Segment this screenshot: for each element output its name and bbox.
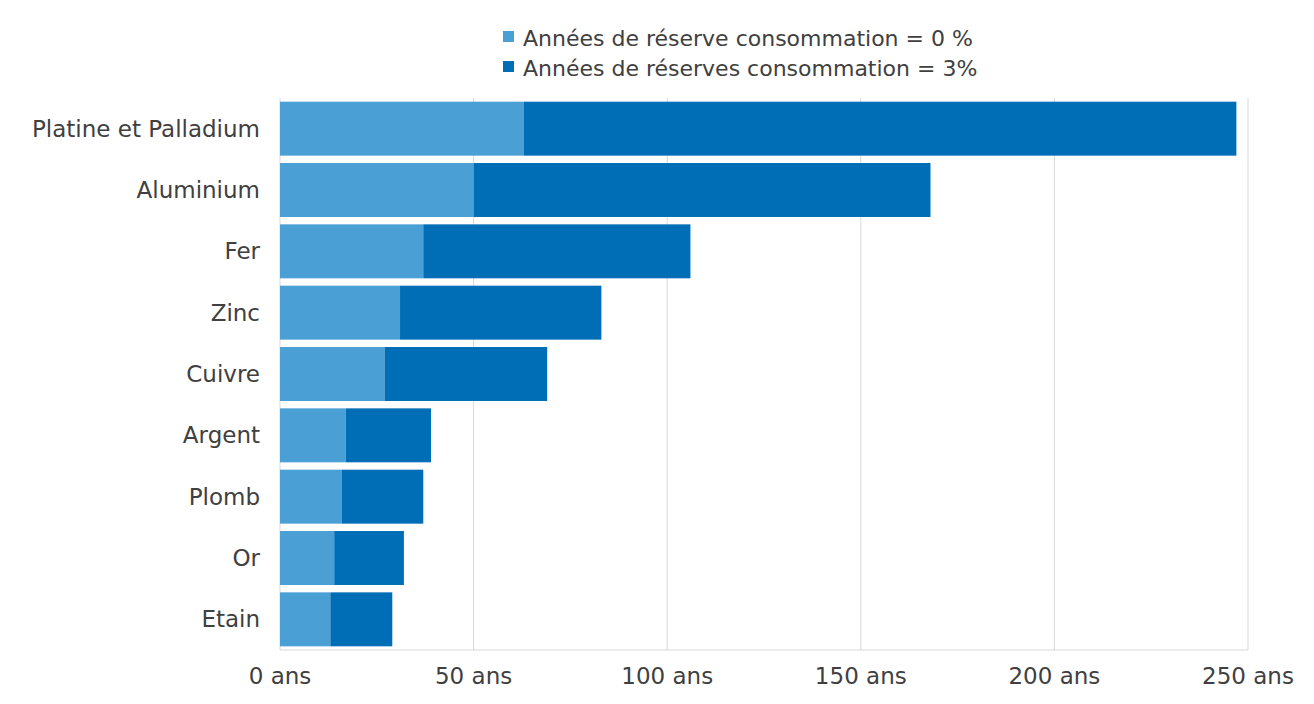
bar [346, 408, 431, 462]
legend: Années de réserve consommation = 0 % Anné… [503, 26, 977, 81]
bar [280, 592, 330, 646]
grid [280, 98, 1248, 650]
bar [400, 286, 601, 340]
bar [330, 592, 392, 646]
bar [334, 531, 404, 585]
grid-line [1248, 98, 1249, 650]
tick-label: 50 ans [435, 663, 512, 689]
tick-label: 250 ans [1202, 663, 1294, 689]
legend-swatch [503, 31, 514, 42]
category-label: Or [232, 545, 260, 571]
category-label: Cuivre [186, 361, 260, 387]
legend-label: Années de réserves consommation = 3% [523, 56, 977, 81]
tick-label: 150 ans [815, 663, 907, 689]
bar [280, 163, 474, 217]
category-label: Etain [201, 606, 260, 632]
bar [280, 531, 334, 585]
bar [524, 102, 1236, 156]
grid-line [1054, 98, 1055, 650]
category-label: Argent [183, 422, 260, 448]
category-label: Aluminium [137, 177, 260, 203]
category-label: Platine et Palladium [32, 116, 260, 142]
axis-line [280, 650, 1248, 651]
chart: 0 ans 50 ans 100 ans 150 ans 200 ans 250 ans P… [0, 0, 1314, 704]
legend-label: Années de réserve consommation = 0 % [523, 26, 973, 51]
bar [280, 408, 346, 462]
tick-label: 100 ans [621, 663, 713, 689]
category-label: Plomb [189, 484, 260, 510]
bar [280, 347, 385, 401]
category-label: Fer [224, 238, 260, 264]
bar [280, 224, 423, 278]
bars [280, 102, 1236, 647]
bar [280, 286, 400, 340]
bar [280, 102, 524, 156]
bar [342, 470, 423, 524]
bar [385, 347, 548, 401]
bar [474, 163, 931, 217]
category-label: Zinc [211, 300, 260, 326]
tick-label: 200 ans [1008, 663, 1100, 689]
bar [423, 224, 690, 278]
bar [280, 470, 342, 524]
tick-label: 0 ans [249, 663, 312, 689]
legend-swatch [503, 61, 514, 72]
